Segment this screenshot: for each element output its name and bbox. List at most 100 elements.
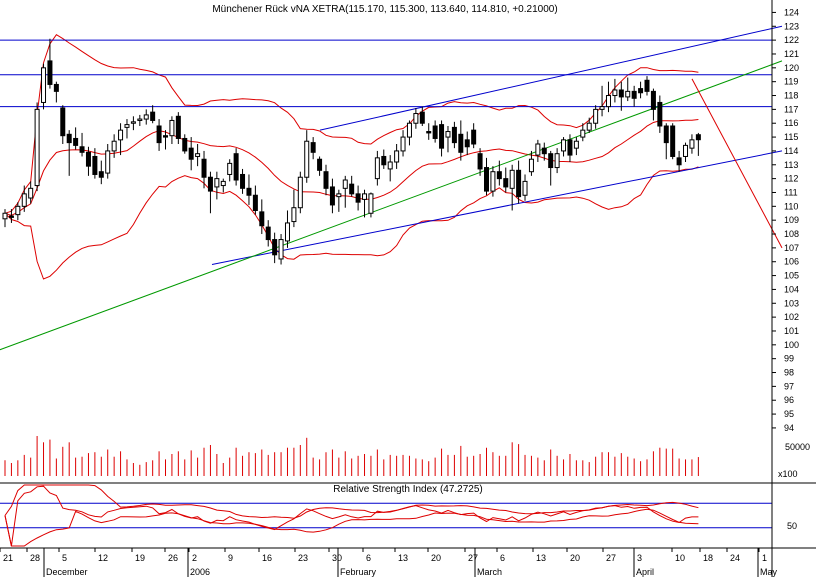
- candle-body: [670, 125, 676, 157]
- candle: [631, 85, 637, 107]
- date-tick-label: 27: [468, 553, 478, 563]
- price-tick-label: 108: [784, 229, 799, 239]
- price-tick-label: 98: [784, 368, 794, 378]
- candle-body: [98, 171, 104, 178]
- candle: [252, 185, 258, 215]
- candle-body: [272, 239, 278, 256]
- candle-body: [618, 89, 624, 98]
- candle-body: [439, 124, 445, 149]
- candle: [66, 130, 72, 176]
- price-tick-label: 106: [784, 257, 799, 267]
- price-tick-label: 94: [784, 423, 794, 433]
- candle-body: [580, 129, 586, 138]
- trend-line-green-support: [0, 60, 783, 351]
- candle: [638, 81, 644, 99]
- candle: [188, 137, 194, 171]
- candle-body: [259, 211, 265, 227]
- date-tick-label: 1: [762, 553, 767, 563]
- price-tick-label: 95: [784, 409, 794, 419]
- candle-body: [400, 136, 406, 152]
- candle: [663, 123, 669, 160]
- candle-body: [291, 207, 297, 223]
- candle: [195, 144, 201, 167]
- candle: [490, 166, 496, 197]
- month-label: 2006: [190, 567, 210, 577]
- candle: [362, 189, 368, 218]
- candle: [650, 88, 656, 121]
- price-tick-label: 102: [784, 312, 799, 322]
- candle-body: [561, 139, 567, 152]
- price-tick-label: 104: [784, 284, 799, 294]
- candle: [118, 123, 124, 156]
- date-tick-label: 27: [606, 553, 616, 563]
- candle: [445, 125, 451, 153]
- candle-body: [137, 118, 143, 121]
- date-tick-label: 28: [30, 553, 40, 563]
- candle-body: [304, 140, 310, 178]
- candle: [21, 185, 27, 212]
- price-tick-label: 96: [784, 395, 794, 405]
- rsi-panel: [0, 484, 772, 547]
- date-tick-label: 18: [703, 553, 713, 563]
- candle-body: [496, 171, 502, 180]
- candle: [175, 112, 181, 144]
- candle-body: [638, 88, 644, 94]
- candle: [535, 139, 541, 163]
- candle-body: [323, 171, 329, 189]
- date-tick-label: 10: [675, 553, 685, 563]
- candle-body: [47, 60, 53, 85]
- rsi-axis-label: 50: [787, 521, 797, 531]
- candle-body: [240, 173, 246, 189]
- candle: [60, 105, 66, 144]
- candle: [47, 38, 53, 89]
- candle-body: [15, 205, 21, 216]
- candle-body: [522, 180, 528, 196]
- price-tick-label: 111: [784, 187, 798, 197]
- bollinger-lower: [4, 166, 699, 280]
- date-tick-label: 9: [228, 553, 233, 563]
- candle-body: [387, 161, 393, 170]
- candle-body: [111, 140, 117, 152]
- candle: [374, 150, 380, 186]
- candle-body: [207, 176, 213, 192]
- candle: [105, 144, 111, 179]
- candle: [246, 174, 252, 205]
- candle: [644, 76, 650, 96]
- candle: [92, 148, 98, 179]
- candle: [657, 95, 663, 133]
- candle: [53, 81, 59, 103]
- candle-body: [477, 153, 483, 170]
- candle-body: [471, 129, 477, 145]
- candle: [670, 123, 676, 160]
- candle-body: [451, 126, 457, 144]
- candle: [541, 142, 547, 161]
- candle: [310, 137, 316, 160]
- candle-body: [368, 193, 374, 214]
- candle-body: [28, 187, 34, 199]
- candle-body: [310, 142, 316, 153]
- month-label: December: [46, 567, 88, 577]
- candle: [683, 142, 689, 163]
- candle-body: [464, 139, 470, 148]
- candle: [413, 107, 419, 129]
- date-tick-label: 20: [431, 553, 441, 563]
- candle: [73, 127, 79, 150]
- date-tick-label: 12: [98, 553, 108, 563]
- date-tick-label: 6: [366, 553, 371, 563]
- candle: [220, 178, 226, 193]
- candle: [278, 234, 284, 265]
- candle-body: [663, 125, 669, 144]
- candle-body: [683, 144, 689, 157]
- price-tick-label: 114: [784, 146, 798, 156]
- candle: [124, 119, 130, 139]
- month-label: May: [760, 567, 778, 577]
- candle: [394, 144, 400, 169]
- candle-body: [625, 90, 631, 98]
- candle-body: [490, 171, 496, 192]
- candle-body: [284, 222, 290, 242]
- candle-body: [60, 107, 66, 137]
- candle-body: [143, 114, 149, 120]
- candle-body: [695, 134, 701, 141]
- candle-body: [355, 193, 361, 203]
